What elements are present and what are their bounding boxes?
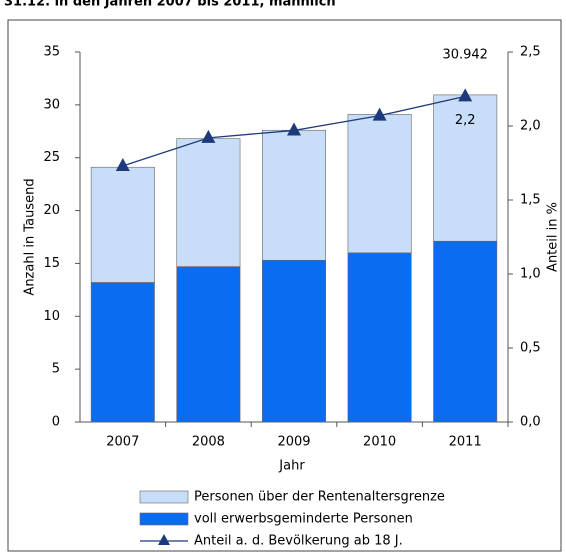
bar [433, 94, 498, 242]
x-tick-label: 2007 [106, 435, 139, 450]
y2-tick-label: 1,0 [520, 267, 541, 282]
y-tick-label: 10 [43, 309, 60, 324]
bar [433, 240, 498, 423]
y2-tick-label: 2,0 [520, 119, 541, 134]
y-tick-label: 20 [43, 203, 60, 218]
bar [176, 138, 241, 267]
y-tick-label: 35 [43, 45, 60, 60]
y2-tick-label: 2,5 [520, 45, 541, 60]
y2-tick-label: 1,5 [520, 193, 541, 208]
line-marker [201, 129, 216, 143]
legend-label: Anteil a. d. Bevölkerung ab 18 J. [194, 534, 403, 549]
chart-title: 31.12. in den Jahren 2007 bis 2011, männ… [4, 0, 336, 10]
bar [90, 166, 155, 283]
y-tick-label: 15 [43, 256, 60, 271]
y2-tick-label: 0,0 [520, 415, 541, 430]
y-tick-label: 30 [43, 97, 60, 112]
total-label: 30.942 [442, 47, 488, 62]
legend-swatch [139, 490, 189, 504]
legend-swatch [139, 512, 189, 526]
bar [90, 282, 155, 423]
y-tick-label: 25 [43, 150, 60, 165]
bar [176, 266, 241, 423]
y-tick-label: 0 [52, 415, 60, 430]
y2-tick-label: 0,5 [520, 341, 541, 356]
legend-label: Personen über der Rentenaltersgrenze [194, 490, 445, 505]
legend-label: voll erwerbsgeminderte Personen [194, 512, 413, 527]
y-tick-label: 5 [52, 362, 60, 377]
line-marker [287, 122, 301, 136]
y-axis-label: Anzahl in Tausend [23, 178, 38, 295]
bar [262, 129, 326, 261]
x-tick-label: 2008 [192, 435, 225, 450]
x-tick-label: 2009 [277, 435, 310, 450]
x-tick-label: 2010 [363, 435, 396, 450]
data-label: 2,2 [455, 113, 476, 128]
line-marker [458, 88, 473, 102]
x-tick-label: 2011 [449, 435, 482, 450]
line-marker [372, 107, 387, 121]
bar [347, 114, 412, 254]
legend-marker [158, 534, 170, 545]
chart-frame [7, 19, 562, 552]
y2-axis-label: Anteil in % [546, 202, 561, 272]
line-marker [115, 157, 130, 171]
bar [262, 259, 326, 423]
x-axis-label: Jahr [278, 459, 305, 474]
bar [347, 252, 412, 423]
